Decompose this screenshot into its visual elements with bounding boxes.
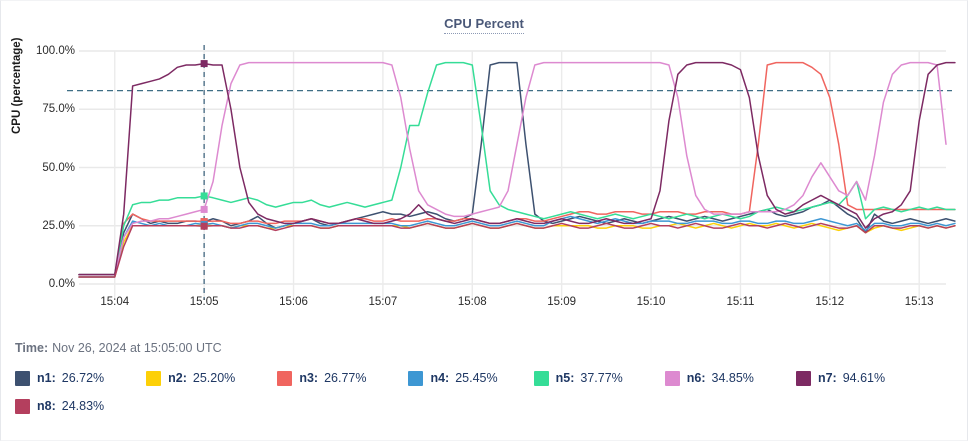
legend-item-n4[interactable]: n4: 25.45% <box>408 367 498 389</box>
cursor-marker-n5[interactable] <box>200 192 208 200</box>
legend-label: n1: <box>37 371 56 385</box>
x-tick: 15:07 <box>368 296 398 308</box>
legend-item-n1[interactable]: n1: 26.72% <box>15 367 104 389</box>
legend-label: n2: <box>168 371 187 385</box>
series-line-n2[interactable] <box>78 222 956 278</box>
legend-value: 26.77% <box>324 371 367 385</box>
legend-swatch-icon <box>664 370 680 386</box>
series-line-n1[interactable] <box>78 61 956 276</box>
legend-swatch-icon <box>795 370 811 386</box>
time-row: Time: Nov 26, 2024 at 15:05:00 UTC <box>1 301 968 355</box>
legend-label: n4: <box>430 371 450 385</box>
y-tick: 75.0% <box>42 103 75 116</box>
x-tick: 15:05 <box>189 296 219 308</box>
legend-item-n7[interactable]: n7: 94.61% <box>795 367 886 389</box>
legend-value: 24.83% <box>61 399 105 413</box>
legend-value: 25.45% <box>455 371 498 385</box>
line-chart-svg[interactable] <box>1 39 968 301</box>
legend-value: 34.85% <box>711 371 754 385</box>
y-tick: 25.0% <box>42 219 75 232</box>
x-tick: 15:10 <box>636 296 666 308</box>
chart-footer: Time: Nov 26, 2024 at 15:05:00 UTC n1: 26.… <box>1 301 968 423</box>
x-tick: 15:04 <box>100 296 130 308</box>
legend-label: n5: <box>555 371 575 385</box>
series-line-n3[interactable] <box>78 61 956 276</box>
chart-title-text: CPU Percent <box>444 16 524 34</box>
series-line-n8[interactable] <box>78 222 956 278</box>
time-value: Nov 26, 2024 at 15:05:00 UTC <box>52 341 222 355</box>
legend-item-n8[interactable]: n8: 24.83% <box>15 395 104 417</box>
legend-value: 37.77% <box>580 371 623 385</box>
series-line-n6[interactable] <box>78 61 947 276</box>
y-axis-ticks: 100.0% 75.0% 50.0% 25.0% 0.0% <box>1 39 75 301</box>
x-tick: 15:08 <box>457 296 487 308</box>
cursor-marker-n6[interactable] <box>200 205 208 213</box>
legend-label: n3: <box>299 371 319 385</box>
legend-value: 25.20% <box>192 371 236 385</box>
plot-area[interactable]: CPU (percentage) 100.0% 75.0% 50.0% 25.0… <box>1 38 968 308</box>
time-label: Time: <box>15 341 49 355</box>
x-tick: 15:11 <box>726 296 755 308</box>
legend-label: n6: <box>686 371 706 385</box>
cursor-marker-n8[interactable] <box>200 222 208 230</box>
legend-item-n5[interactable]: n5: 37.77% <box>533 367 623 389</box>
x-tick: 15:09 <box>547 296 577 308</box>
x-tick: 15:12 <box>815 296 845 308</box>
x-tick: 15:13 <box>904 296 934 308</box>
series-line-n5[interactable] <box>78 61 956 276</box>
y-tick: 100.0% <box>35 45 75 57</box>
y-tick: 0.0% <box>48 278 75 290</box>
legend-label: n7: <box>817 371 837 385</box>
legend-swatch-icon <box>15 370 30 386</box>
legend-item-n6[interactable]: n6: 34.85% <box>664 367 754 389</box>
legend-swatch-icon <box>533 370 549 386</box>
y-tick: 50.0% <box>42 161 75 174</box>
legend-item-n3[interactable]: n3: 26.77% <box>277 367 366 389</box>
x-axis-ticks: 15:04 15:05 15:06 15:07 15:08 15:09 15:10 15:11… <box>1 284 968 312</box>
legend-value: 26.72% <box>61 371 105 385</box>
series-line-n7[interactable] <box>78 61 956 276</box>
legend-swatch-icon <box>277 370 293 386</box>
page-title: CPU Percent <box>1 16 967 34</box>
legend-swatch-icon <box>15 398 30 414</box>
legend-item-n2[interactable]: n2: 25.20% <box>146 367 235 389</box>
legend-label: n8: <box>37 399 56 413</box>
legend-swatch-icon <box>408 370 424 386</box>
legend: n1: 26.72% n2: 25.20% n3: 26.77% n4: 25.45% n5: 3… <box>15 367 945 423</box>
legend-value: 94.61% <box>842 371 886 385</box>
legend-swatch-icon <box>146 370 162 386</box>
x-tick: 15:06 <box>279 296 308 308</box>
cursor-marker-n7[interactable] <box>200 60 208 68</box>
